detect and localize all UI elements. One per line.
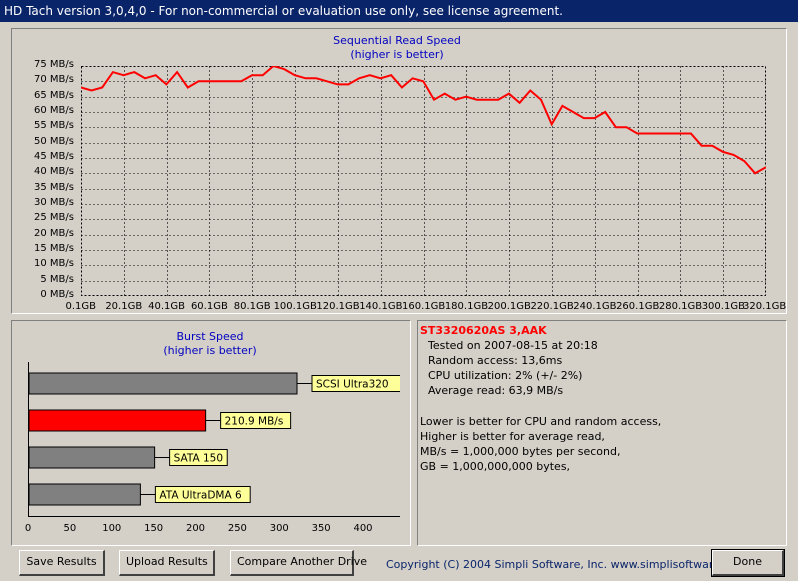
burst-x-tick: 100	[102, 523, 122, 534]
note-higher-better: Higher is better for average read,	[420, 430, 605, 443]
burst-x-tick: 0	[24, 523, 32, 534]
read-y-tick: 5 MB/s	[40, 273, 74, 285]
read-y-tick: 0 MB/s	[40, 289, 74, 300]
note-lower-better: Lower is better for CPU and random acces…	[420, 415, 662, 428]
read-x-tick: 120.1GB	[316, 301, 360, 312]
read-y-tick: 30 MB/s	[34, 197, 74, 208]
read-x-tick: 260.1GB	[616, 301, 660, 312]
burst-bar	[28, 446, 156, 469]
burst-speed-panel	[11, 320, 411, 546]
burst-bar	[28, 372, 298, 395]
burst-label-box	[169, 449, 228, 466]
window-title: HD Tach version 3,0,4,0 - For non-commer…	[4, 4, 563, 18]
save-results-button[interactable]: Save Results	[19, 550, 105, 576]
results-info-panel: ST3320620AS 3,AAK Tested on 2007-08-15 a…	[417, 320, 787, 546]
read-x-tick: 300.1GB	[701, 301, 745, 312]
burst-chart-subtitle: (higher is better)	[163, 344, 257, 357]
read-x-tick: 180.1GB	[444, 301, 489, 312]
burst-x-tick: 50	[63, 523, 77, 534]
burst-label-box	[154, 486, 251, 503]
burst-speed-plot: SCSI Ultra320 210.9 MB/s SATA 150 ATA Ultra…	[28, 362, 400, 517]
read-x-tick: 160.1GB	[402, 301, 446, 312]
copyright-link[interactable]: Copyright (C) 2004 Simpli Software, Inc.…	[386, 558, 747, 571]
burst-x-tick: 250	[227, 523, 247, 534]
burst-chart-title: Burst Speed	[176, 330, 244, 343]
random-access: Random access: 13,6ms	[428, 354, 563, 367]
tested-on: Tested on 2007-08-15 at 20:18	[428, 339, 598, 352]
read-y-tick: 60 MB/s	[34, 105, 74, 116]
read-x-tick: 280.1GB	[658, 301, 703, 312]
read-x-tick: 320.1GB	[743, 301, 787, 312]
burst-x-tick: 350	[311, 523, 331, 534]
read-x-tick: 0.1GB	[65, 301, 97, 312]
burst-bar-label: SCSI Ultra320	[316, 379, 389, 391]
read-y-tick: 10 MB/s	[34, 258, 74, 270]
read-y-tick: 50 MB/s	[34, 135, 74, 147]
compare-another-drive-button[interactable]: Compare Another Drive	[230, 550, 367, 576]
read-chart-title: Sequential Read Speed	[333, 34, 461, 47]
read-y-tick: 55 MB/s	[34, 120, 74, 132]
upload-results-button[interactable]: Upload Results	[119, 550, 215, 576]
burst-bar	[28, 409, 207, 432]
burst-label-box	[220, 412, 292, 429]
read-y-tick: 20 MB/s	[34, 227, 74, 239]
read-y-tick: 75 MB/s	[34, 59, 74, 70]
burst-x-tick: 300	[269, 523, 289, 534]
read-y-tick: 45 MB/s	[34, 151, 74, 162]
window-title-bar[interactable]: HD Tach version 3,0,4,0 - For non-commer…	[0, 0, 798, 22]
read-x-tick: 40.1GB	[148, 301, 185, 312]
read-chart-subtitle: (higher is better)	[350, 48, 444, 61]
burst-bar-label: SATA 150	[174, 453, 223, 465]
read-x-tick: 200.1GB	[487, 301, 531, 312]
read-plot-frame	[81, 66, 766, 296]
note-mbs-definition: MB/s = 1,000,000 bytes per second,	[420, 445, 621, 458]
read-y-tick: 15 MB/s	[34, 243, 74, 254]
read-x-tick: 240.1GB	[573, 301, 617, 312]
burst-label-box	[311, 375, 400, 392]
done-button[interactable]: Done	[711, 549, 785, 577]
burst-x-tick: 150	[144, 523, 164, 534]
read-y-tick: 25 MB/s	[34, 212, 74, 224]
read-x-tick: 20.1GB	[105, 301, 143, 312]
read-x-tick: 80.1GB	[233, 301, 271, 312]
note-gb-definition: GB = 1,000,000,000 bytes,	[420, 460, 571, 473]
burst-bar-label: ATA UltraDMA 6	[159, 490, 242, 502]
drive-model: ST3320620AS 3,AAK	[420, 324, 547, 337]
burst-x-tick: 200	[185, 523, 206, 534]
read-x-tick: 140.1GB	[359, 301, 403, 312]
burst-bar-label: 210.9 MB/s	[225, 416, 284, 428]
read-speed-line	[81, 66, 766, 175]
burst-x-tick: 400	[353, 523, 373, 534]
read-x-tick: 100.1GB	[273, 301, 317, 312]
read-y-tick: 65 MB/s	[34, 89, 74, 101]
read-x-tick: 60.1GB	[190, 301, 228, 312]
read-y-tick: 70 MB/s	[34, 74, 74, 86]
read-x-tick: 220.1GB	[530, 301, 574, 312]
sequential-read-plot	[81, 66, 766, 296]
cpu-utilization: CPU utilization: 2% (+/- 2%)	[428, 369, 583, 382]
average-read: Average read: 63,9 MB/s	[428, 384, 564, 397]
read-y-tick: 35 MB/s	[34, 181, 74, 193]
read-y-tick: 40 MB/s	[34, 166, 74, 178]
burst-bar	[28, 483, 141, 506]
